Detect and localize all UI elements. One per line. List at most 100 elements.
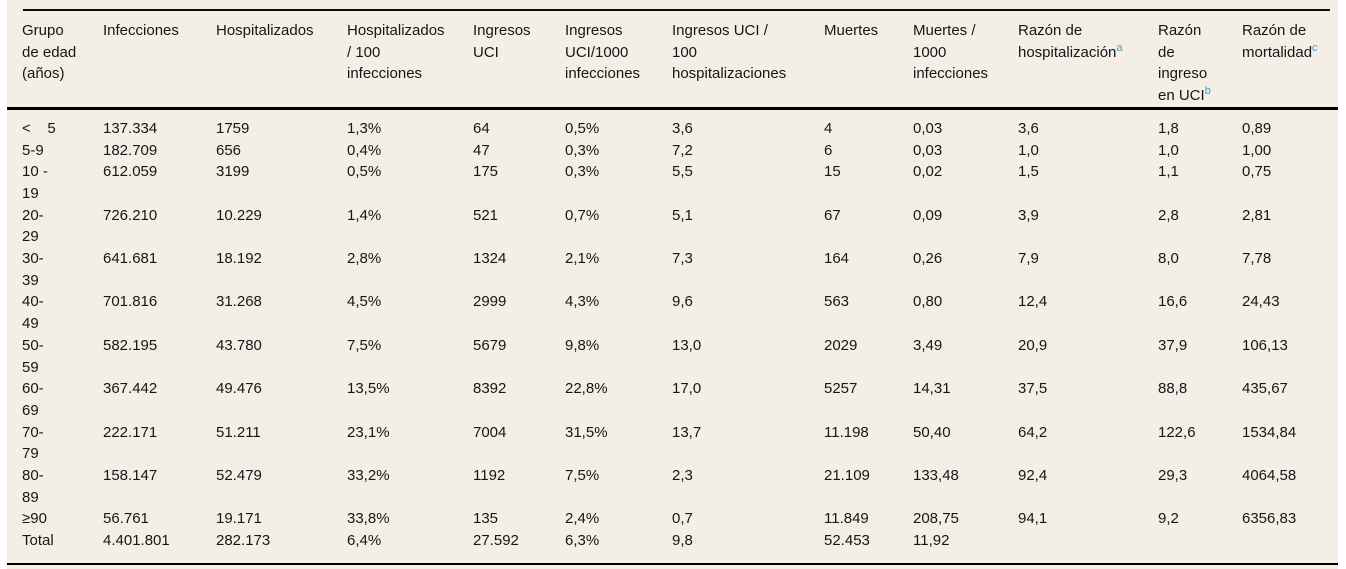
value-cell: 92,4 [1018, 467, 1048, 485]
value-cell: 11,92 [913, 530, 1018, 565]
value-cell: 64,2 [1018, 423, 1048, 441]
value-cell: 0,89 [1242, 119, 1272, 137]
table-body: < 5 137.334 1759 1,3% 64 0,5% 3,6 4 0,03 3,6 1,8 0,… [7, 108, 1338, 565]
value-cell: 1,0 [1018, 141, 1039, 159]
value-cell: 6,3% [565, 530, 672, 565]
value-cell: 0,80 [913, 293, 943, 311]
value-cell: 641.681 [103, 250, 158, 268]
value-cell: 1759 [216, 119, 250, 137]
value-cell: 656 [216, 141, 242, 159]
value-cell: 158.147 [103, 467, 158, 485]
footnote-marker-icon: a [1116, 41, 1123, 54]
value-cell: 4 [824, 119, 833, 137]
column-header-label: Muertes / 1000 infecciones [913, 22, 989, 83]
table-row: 10 - 19 612.059 3199 0,5% 175 0,3% 5,5 15 0,02 1,… [7, 161, 1338, 204]
value-cell: 52.479 [216, 467, 262, 485]
value-cell: 612.059 [103, 163, 158, 181]
column-header-label: Razón de hospitalización [1018, 22, 1117, 61]
value-cell: 0,5% [347, 163, 382, 181]
value-cell: 3,49 [913, 336, 943, 354]
value-cell: 23,1% [347, 423, 390, 441]
value-cell: 1,4% [347, 206, 382, 224]
column-header: Razón de ingreso en UCIb [1158, 10, 1242, 110]
value-cell: 4,5% [347, 293, 382, 311]
age-group-cell: < 5 [22, 119, 56, 137]
column-header: Hospitalizados [216, 10, 347, 110]
age-group-cell: ≥90 [22, 510, 47, 528]
age-group-cell: 20- 29 [22, 206, 44, 246]
value-cell: 6 [824, 141, 833, 159]
column-header: Razón de hospitalizacióna [1018, 10, 1158, 110]
value-cell: 0,4% [347, 141, 382, 159]
value-cell: 2999 [473, 293, 507, 311]
table-row: Total 4.401.801 282.173 6,4% 27.592 6,3% 9,8 52… [7, 530, 1338, 565]
value-cell: 2,8 [1158, 206, 1179, 224]
column-header-label: Ingresos UCI [473, 22, 531, 61]
value-cell: 9,6 [672, 293, 693, 311]
value-cell: 137.334 [103, 119, 158, 137]
value-cell: 13,7 [672, 423, 702, 441]
value-cell: 9,8% [565, 336, 600, 354]
value-cell: 31.268 [216, 293, 262, 311]
value-cell: 3,9 [1018, 206, 1039, 224]
table-row: 20- 29 726.210 10.229 1,4% 521 0,7% 5,1 67 0,09 3… [7, 205, 1338, 248]
value-cell: 175 [473, 163, 499, 181]
age-group-cell: 10 - 19 [22, 163, 48, 202]
age-group-cell: 60- 69 [22, 380, 44, 419]
value-cell: 49.476 [216, 380, 262, 398]
value-cell: 0,3% [565, 141, 600, 159]
value-cell: 1324 [473, 250, 507, 268]
column-header: Infecciones [103, 10, 216, 110]
value-cell: 5257 [824, 380, 858, 398]
value-cell: 1,1 [1158, 163, 1179, 181]
table-row: 70- 79 222.171 51.211 23,1% 7004 31,5% 13,7 11.… [7, 422, 1338, 465]
value-cell: 182.709 [103, 141, 158, 159]
value-cell: 0,03 [913, 119, 943, 137]
value-cell: 5,5 [672, 163, 693, 181]
value-cell: 0,75 [1242, 163, 1272, 181]
value-cell: 222.171 [103, 423, 158, 441]
value-cell: 521 [473, 206, 499, 224]
value-cell: 33,8% [347, 510, 390, 528]
value-cell: 0,03 [913, 141, 943, 159]
value-cell: 435,67 [1242, 380, 1288, 398]
value-cell: 0,26 [913, 250, 943, 268]
value-cell: 24,43 [1242, 293, 1280, 311]
footnote-marker-icon: b [1204, 85, 1211, 98]
value-cell: 18.192 [216, 250, 262, 268]
value-cell: 37,9 [1158, 336, 1188, 354]
value-cell: 4.401.801 [103, 530, 216, 565]
value-cell: 282.173 [216, 530, 347, 565]
table-row: 40- 49 701.816 31.268 4,5% 2999 4,3% 9,6 563 0,8… [7, 291, 1338, 334]
age-group-cell: 50- 59 [22, 336, 44, 376]
value-cell: 2,3 [672, 467, 693, 485]
value-cell: 16,6 [1158, 293, 1188, 311]
footnote-marker-icon: c [1312, 41, 1318, 54]
value-cell: 1,0 [1158, 141, 1179, 159]
value-cell: 47 [473, 141, 490, 159]
value-cell: 726.210 [103, 206, 158, 224]
value-cell: 0,09 [913, 206, 943, 224]
value-cell: 12,4 [1018, 293, 1048, 311]
header-row: Grupo de edad (años) Infecciones Hospitali… [7, 10, 1338, 110]
value-cell: 88,8 [1158, 380, 1188, 398]
value-cell: 6,4% [347, 530, 473, 565]
value-cell: 7,3 [672, 250, 693, 268]
value-cell: 1,3% [347, 119, 382, 137]
table-row: ≥90 56.761 19.171 33,8% 135 2,4% 0,7 11.849 208,… [7, 508, 1338, 530]
value-cell: 8392 [473, 380, 507, 398]
age-group-cell: Total [7, 530, 103, 565]
value-cell: 9,2 [1158, 510, 1179, 528]
table-row: 50- 59 582.195 43.780 7,5% 5679 9,8% 13,0 2029 3… [7, 335, 1338, 378]
value-cell: 50,40 [913, 423, 951, 441]
value-cell: 582.195 [103, 336, 158, 354]
value-cell: 37,5 [1018, 380, 1048, 398]
value-cell: 2029 [824, 336, 858, 354]
column-header-label: Muertes [824, 22, 879, 39]
value-cell: 1192 [473, 467, 506, 485]
value-cell: 10.229 [216, 206, 262, 224]
column-header: Razón de mortalidadc [1242, 10, 1338, 110]
value-cell: 94,1 [1018, 510, 1048, 528]
value-cell: 3,6 [1018, 119, 1039, 137]
column-header: Hospitalizados / 100 infecciones [347, 10, 473, 110]
